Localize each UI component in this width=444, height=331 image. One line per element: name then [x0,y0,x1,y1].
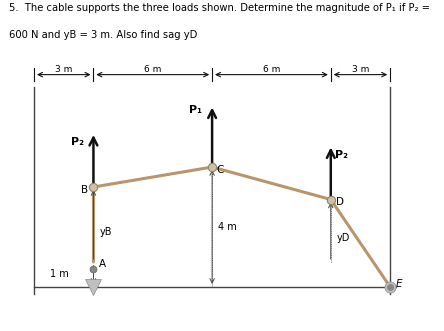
Text: 6 m: 6 m [144,65,162,73]
Text: 5.  The cable supports the three loads shown. Determine the magnitude of P₁ if P: 5. The cable supports the three loads sh… [9,3,430,13]
Text: C: C [216,165,223,174]
Text: P₂: P₂ [71,137,83,147]
Text: P₂: P₂ [335,150,348,160]
Text: yD: yD [337,233,350,243]
Text: E: E [396,279,403,289]
Text: B: B [81,184,88,195]
Text: D: D [336,197,344,207]
Text: 4 m: 4 m [218,222,237,232]
Text: 3 m: 3 m [352,65,369,73]
Text: 1 m: 1 m [50,269,69,279]
Text: A: A [99,260,107,269]
Text: 6 m: 6 m [263,65,280,73]
Text: yB: yB [99,227,112,237]
Text: P₁: P₁ [189,105,202,115]
Text: 3 m: 3 m [55,65,72,73]
Text: 600 N and yB = 3 m. Also find sag yD: 600 N and yB = 3 m. Also find sag yD [9,30,197,40]
